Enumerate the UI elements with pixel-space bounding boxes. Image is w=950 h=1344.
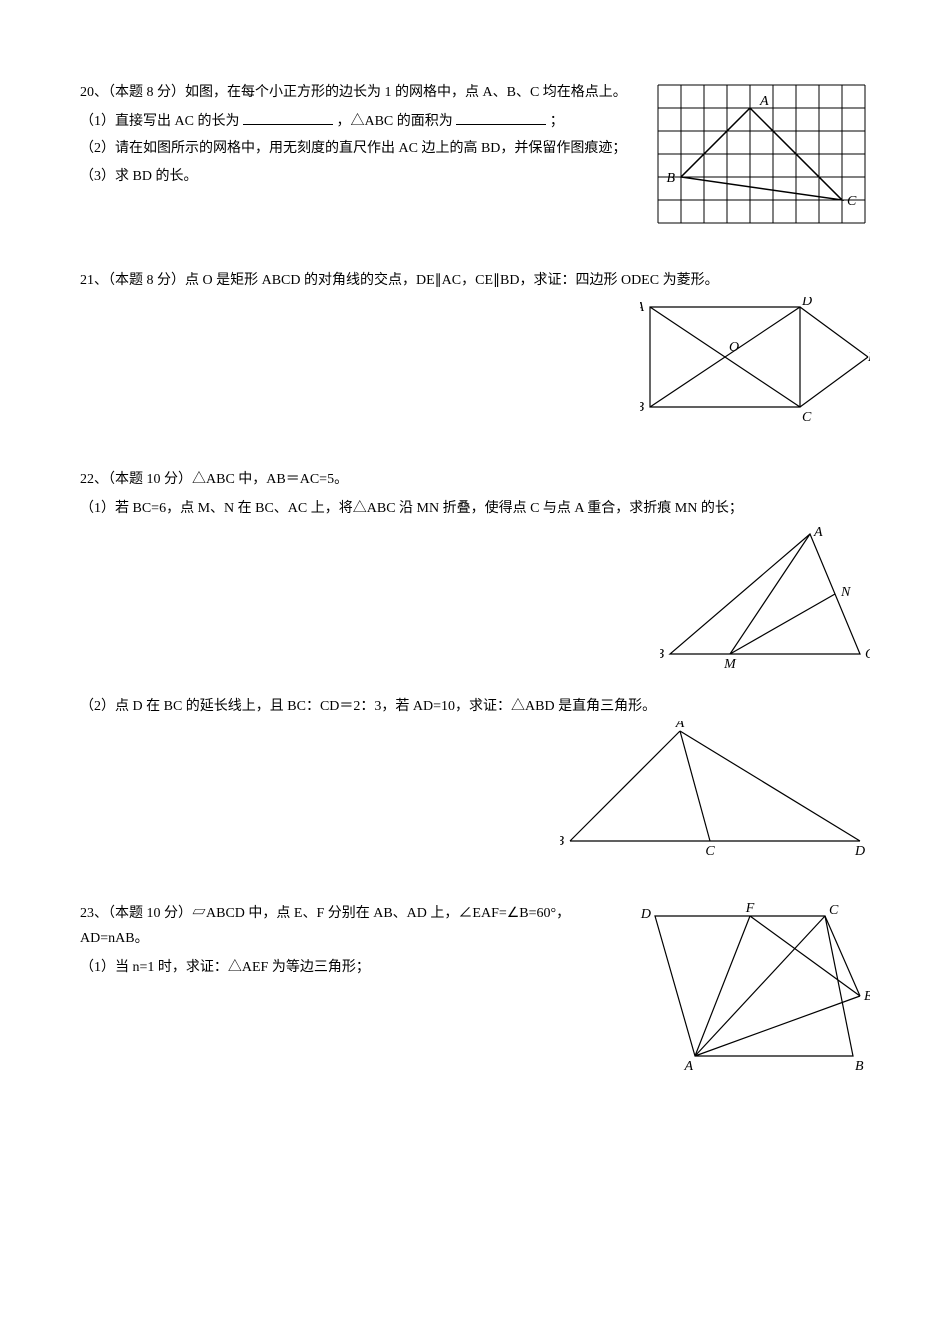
svg-text:D: D (801, 297, 812, 309)
svg-text:A: A (640, 300, 644, 315)
svg-text:A: A (675, 721, 685, 731)
svg-text:N: N (840, 585, 851, 600)
p20-sub1-mid: ，△ABC 的面积为 (336, 114, 452, 129)
svg-text:C: C (847, 194, 857, 209)
svg-text:B: B (660, 647, 664, 662)
problem-22-sub2: （2）点 D 在 BC 的延长线上，且 BC：CD＝2：3，若 AD=10，求证… (80, 694, 870, 719)
problem-21-stem: 21、（本题 8 分）点 O 是矩形 ABCD 的对角线的交点，DE∥AC，CE… (80, 268, 870, 293)
problem-22: 22、（本题 10 分）△ABC 中，AB＝AC=5。 （1）若 BC=6，点 … (80, 467, 870, 861)
svg-text:B: B (855, 1059, 864, 1074)
problem-20-figure: A B C (653, 80, 870, 228)
svg-text:D: D (854, 844, 865, 859)
svg-text:O: O (729, 340, 739, 355)
p20-sub1-post: ； (550, 114, 564, 129)
p20-sub1-pre: （1）直接写出 AC 的长为 (80, 114, 239, 129)
svg-text:E: E (867, 350, 870, 365)
svg-text:C: C (865, 647, 870, 662)
svg-text:D: D (640, 907, 651, 922)
svg-text:B: B (666, 171, 675, 186)
svg-text:A: A (683, 1059, 693, 1074)
problem-23: DCABFE 23、（本题 10 分）▱ABCD 中，点 E、F 分别在 AB、… (80, 901, 870, 1076)
problem-23-figure: D C A B F E (635, 901, 870, 1076)
svg-text:C: C (829, 903, 839, 918)
svg-text:C: C (802, 410, 812, 425)
problem-22-figure2: A B C D (560, 721, 870, 861)
blank-area (456, 110, 546, 125)
problem-21-figure: A D B C O E (640, 297, 870, 427)
svg-text:E: E (863, 989, 870, 1004)
svg-text:F: F (745, 901, 755, 916)
svg-text:C: C (705, 844, 715, 859)
blank-ac-length (243, 110, 333, 125)
svg-text:B: B (560, 834, 564, 849)
problem-20: ABC 20、（本题 8 分）如图，在每个小正方形的边长为 1 的网格中，点 A… (80, 80, 870, 228)
svg-text:A: A (813, 525, 823, 540)
svg-text:M: M (723, 657, 737, 672)
problem-22-sub1: （1）若 BC=6，点 M、N 在 BC、AC 上，将△ABC 沿 MN 折叠，… (80, 496, 870, 521)
svg-text:A: A (759, 94, 769, 109)
problem-22-stem: 22、（本题 10 分）△ABC 中，AB＝AC=5。 (80, 467, 870, 492)
problem-22-figure1: A B C M N (660, 524, 870, 674)
problem-21: 21、（本题 8 分）点 O 是矩形 ABCD 的对角线的交点，DE∥AC，CE… (80, 268, 870, 427)
svg-text:B: B (640, 400, 644, 415)
